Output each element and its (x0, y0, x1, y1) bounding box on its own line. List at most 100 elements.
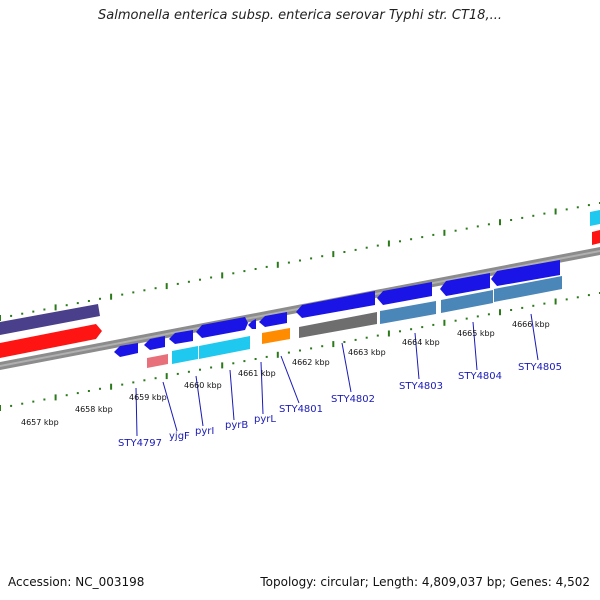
gene-label-sty4805[interactable]: STY4805 (518, 362, 562, 373)
orange-feature[interactable] (262, 328, 290, 344)
cyan-feature-2[interactable] (199, 336, 250, 359)
red-feature[interactable] (0, 324, 102, 358)
minor-tick (299, 259, 301, 262)
minor-tick (576, 296, 579, 299)
gene-arrow-sty4797[interactable] (114, 343, 138, 357)
scale-label-4658: 4658 kbp (75, 405, 113, 414)
scale-label-4666: 4666 kbp (512, 320, 550, 329)
minor-tick (421, 236, 424, 239)
minor-tick (543, 302, 546, 305)
major-tick (443, 319, 446, 326)
minor-tick (132, 291, 135, 294)
minor-tick (210, 276, 213, 279)
minor-tick (510, 309, 513, 311)
cyan-feature-edge[interactable] (590, 210, 600, 226)
steel-feature-2[interactable] (441, 290, 493, 313)
major-tick (221, 362, 224, 369)
upper-scale-ticks (0, 202, 600, 321)
minor-tick (76, 392, 79, 395)
minor-tick (65, 394, 68, 397)
gene-label-sty4802[interactable]: STY4802 (331, 394, 375, 405)
minor-tick (510, 219, 513, 221)
major-tick (387, 330, 390, 337)
minor-tick (310, 347, 313, 350)
cyan-feature-1[interactable] (172, 346, 198, 364)
scale-label-4657: 4657 kbp (21, 418, 59, 427)
minor-tick (454, 319, 457, 322)
minor-tick (410, 328, 413, 331)
gene-arrow-pyrl[interactable] (248, 319, 256, 329)
minor-tick (376, 334, 379, 337)
gene-arrow-sty4804[interactable] (440, 273, 490, 296)
minor-tick (232, 272, 235, 275)
gene-label-sty4801[interactable]: STY4801 (279, 404, 323, 415)
minor-tick (87, 300, 90, 302)
gray-feature[interactable] (299, 312, 377, 338)
gene-arrow-sty4803[interactable] (377, 282, 432, 305)
minor-tick (87, 390, 90, 392)
scale-label-4664: 4664 kbp (402, 338, 440, 347)
scale-label-4662: 4662 kbp (292, 358, 330, 367)
gene-arrow-pyri[interactable] (169, 330, 193, 344)
minor-tick (587, 204, 590, 207)
minor-tick (565, 208, 568, 211)
gene-label-pyri[interactable]: pyrI (195, 426, 214, 437)
major-tick (554, 298, 557, 305)
major-tick (276, 261, 279, 268)
minor-tick (287, 261, 290, 264)
major-tick (0, 315, 1, 321)
minor-tick (43, 398, 46, 401)
minor-tick (287, 351, 290, 354)
major-tick (110, 293, 113, 300)
gene-arrow-sty4802[interactable] (296, 291, 375, 318)
gene-arrow-sty4801[interactable] (259, 312, 287, 327)
gene-label-pyrl[interactable]: pyrL (254, 414, 276, 425)
major-tick (554, 208, 557, 215)
major-tick (54, 394, 57, 401)
gene-arrow-yjgf[interactable] (144, 336, 165, 350)
label-pointers (135, 313, 539, 437)
minor-tick (399, 330, 401, 333)
gene-label-sty4804[interactable]: STY4804 (458, 371, 502, 382)
minor-tick (10, 404, 13, 407)
pink-feature[interactable] (147, 354, 168, 368)
minor-tick (321, 345, 324, 348)
minor-tick (521, 216, 524, 219)
minor-tick (232, 362, 235, 365)
minor-tick (465, 227, 468, 230)
minor-tick (243, 270, 246, 273)
minor-tick (465, 317, 468, 320)
purple-feature[interactable] (0, 304, 100, 335)
minor-tick (343, 251, 346, 253)
minor-tick (254, 358, 257, 360)
minor-tick (21, 312, 24, 315)
minor-tick (243, 360, 246, 363)
minor-tick (354, 338, 357, 341)
minor-tick (32, 310, 35, 313)
minor-tick (343, 341, 346, 343)
minor-tick (187, 280, 190, 283)
minor-tick (143, 379, 146, 382)
major-tick (221, 272, 224, 279)
major-tick (332, 341, 335, 348)
minor-tick (399, 240, 401, 243)
scale-label-4665: 4665 kbp (457, 329, 495, 338)
minor-tick (21, 402, 24, 405)
gene-label-yjgf[interactable]: yjgF (169, 431, 190, 442)
minor-tick (176, 282, 179, 285)
gene-label-sty4797[interactable]: STY4797 (118, 438, 162, 449)
major-tick (387, 240, 390, 247)
minor-tick (199, 368, 201, 371)
major-tick (443, 229, 446, 236)
steel-feature-1[interactable] (380, 301, 436, 324)
gene-label-pyrb[interactable]: pyrB (225, 420, 248, 431)
gene-arrow-pyrb[interactable] (196, 317, 248, 338)
minor-tick (410, 238, 413, 241)
red-feature-edge[interactable] (592, 230, 600, 245)
steel-feature-3[interactable] (494, 276, 562, 302)
minor-tick (265, 265, 268, 268)
gene-label-sty4803[interactable]: STY4803 (399, 381, 443, 392)
gene-arrow-sty4805[interactable] (491, 260, 560, 286)
scale-label-4659: 4659 kbp (129, 393, 167, 402)
